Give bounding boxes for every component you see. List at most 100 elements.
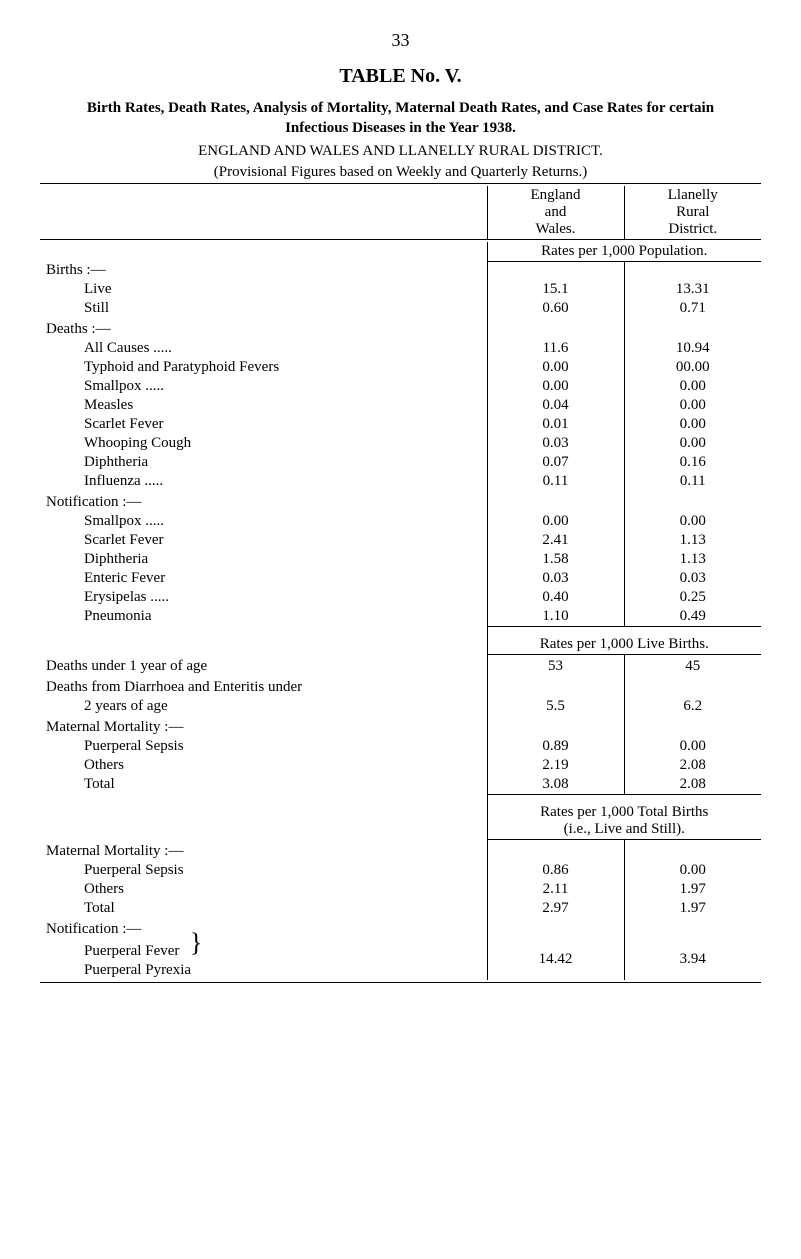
table-row: Puerperal Sepsis0.860.00 [40, 861, 761, 880]
row-val-1: 0.07 [487, 453, 624, 472]
data-table: England and Wales. Llanelly Rural Distri… [40, 186, 761, 981]
row-val-2: 13.31 [624, 280, 761, 299]
row-label: Whooping Cough [40, 434, 487, 453]
title-line-1: Birth Rates, Death Rates, Analysis of Mo… [60, 98, 741, 139]
row-val-1: 0.89 [487, 737, 624, 756]
row-label: Puerperal Sepsis [40, 861, 487, 880]
row-label: Pneumonia [40, 607, 487, 627]
row-val-1: 0.04 [487, 396, 624, 415]
row-label: Influenza ..... [40, 472, 487, 491]
page-number: 33 [40, 30, 761, 51]
row-val-1: 0.40 [487, 588, 624, 607]
table-row: Diphtheria0.070.16 [40, 453, 761, 472]
row-val-1: 0.03 [487, 569, 624, 588]
row-val-2: 00.00 [624, 358, 761, 377]
row-val-1: 14.42 [487, 939, 624, 980]
row-val-2: 0.00 [624, 512, 761, 531]
table-row: Typhoid and Paratyphoid Fevers0.0000.00 [40, 358, 761, 377]
row-label: Total [40, 899, 487, 918]
row-val-1: 15.1 [487, 280, 624, 299]
deaths-under-1-label: Deaths under 1 year of age [40, 657, 487, 676]
row-val-1: 0.01 [487, 415, 624, 434]
rates-per-total-births-header: Rates per 1,000 Total Births [540, 804, 708, 820]
row-val-2: 0.49 [624, 607, 761, 627]
row-val-1: 1.10 [487, 607, 624, 627]
row-label: Total [40, 775, 487, 795]
provisional-note: (Provisional Figures based on Weekly and… [40, 164, 761, 181]
row-val-1: 2.97 [487, 899, 624, 918]
row-val-2: 2.08 [624, 775, 761, 795]
row-val-2: 0.11 [624, 472, 761, 491]
col-header-england-2: and [545, 204, 567, 220]
deaths-diarrhoea-label-2: 2 years of age [40, 697, 487, 716]
row-val-2: 0.25 [624, 588, 761, 607]
row-label: Measles [40, 396, 487, 415]
col-header-england-1: England [531, 187, 581, 203]
row-label: Enteric Fever [40, 569, 487, 588]
row-val-2: 1.13 [624, 531, 761, 550]
row-val-2: 0.00 [624, 415, 761, 434]
table-row: Still 0.60 0.71 [40, 299, 761, 318]
row-val-2: 0.00 [624, 737, 761, 756]
row-val-1: 0.60 [487, 299, 624, 318]
row-label: Scarlet Fever [40, 415, 487, 434]
table-row: Pneumonia1.100.49 [40, 607, 761, 627]
row-val-1: 0.00 [487, 377, 624, 396]
table-row: Others2.111.97 [40, 880, 761, 899]
puerperal-fever-label: Puerperal Fever [84, 943, 179, 959]
table-row: Enteric Fever0.030.03 [40, 569, 761, 588]
table-row: Puerperal Fever } 14.42 3.94 [40, 939, 761, 961]
row-label: Live [40, 280, 487, 299]
table-row: All Causes .....11.610.94 [40, 339, 761, 358]
table-row: Deaths under 1 year of age 53 45 [40, 657, 761, 676]
col-header-llanelly-2: Rural [676, 204, 709, 220]
row-val-1: 0.11 [487, 472, 624, 491]
row-val-2: 1.97 [624, 880, 761, 899]
row-val-1: 0.03 [487, 434, 624, 453]
row-label: Smallpox ..... [40, 377, 487, 396]
deaths-section-label: Deaths :— [40, 320, 487, 339]
row-val-2: 6.2 [624, 697, 761, 716]
row-val-1: 3.08 [487, 775, 624, 795]
births-section-label: Births :— [40, 261, 487, 280]
notification-2-label: Notification :— [40, 920, 487, 939]
row-val-2: 3.94 [624, 939, 761, 980]
table-row: Total3.082.08 [40, 775, 761, 795]
row-val-2: 0.00 [624, 396, 761, 415]
row-label: Others [40, 880, 487, 899]
row-label: Erysipelas ..... [40, 588, 487, 607]
row-label: Still [40, 299, 487, 318]
maternal-mortality-label-1: Maternal Mortality :— [40, 718, 487, 737]
row-val-2: 10.94 [624, 339, 761, 358]
row-val-1: 11.6 [487, 339, 624, 358]
rates-per-total-births-sub: (i.e., Live and Still). [564, 821, 685, 837]
row-val-1: 0.00 [487, 358, 624, 377]
row-val-1: 2.11 [487, 880, 624, 899]
table-row: Smallpox .....0.000.00 [40, 377, 761, 396]
table-row: Measles0.040.00 [40, 396, 761, 415]
row-val-1: 0.86 [487, 861, 624, 880]
col-header-llanelly-1: Llanelly [668, 187, 718, 203]
notification-section-label: Notification :— [40, 493, 487, 512]
row-val-1: 2.19 [487, 756, 624, 775]
table-row: Whooping Cough0.030.00 [40, 434, 761, 453]
rates-per-live-births-header: Rates per 1,000 Live Births. [487, 635, 761, 655]
table-row: Live 15.1 13.31 [40, 280, 761, 299]
table-row: Smallpox .....0.000.00 [40, 512, 761, 531]
row-val-2: 45 [624, 657, 761, 676]
row-label: Scarlet Fever [40, 531, 487, 550]
rates-per-population-header: Rates per 1,000 Population. [487, 242, 761, 262]
table-row: Influenza .....0.110.11 [40, 472, 761, 491]
table-row: Others2.192.08 [40, 756, 761, 775]
row-val-2: 2.08 [624, 756, 761, 775]
col-header-england-3: Wales. [535, 221, 575, 237]
row-label: Typhoid and Paratyphoid Fevers [40, 358, 487, 377]
row-label: Puerperal Sepsis [40, 737, 487, 756]
row-val-2: 0.71 [624, 299, 761, 318]
row-val-2: 1.97 [624, 899, 761, 918]
row-val-2: 0.00 [624, 434, 761, 453]
row-val-2: 1.13 [624, 550, 761, 569]
deaths-diarrhoea-label-1: Deaths from Diarrhoea and Enteritis unde… [40, 678, 487, 697]
table-row: Diphtheria1.581.13 [40, 550, 761, 569]
brace-icon: } [183, 928, 202, 957]
